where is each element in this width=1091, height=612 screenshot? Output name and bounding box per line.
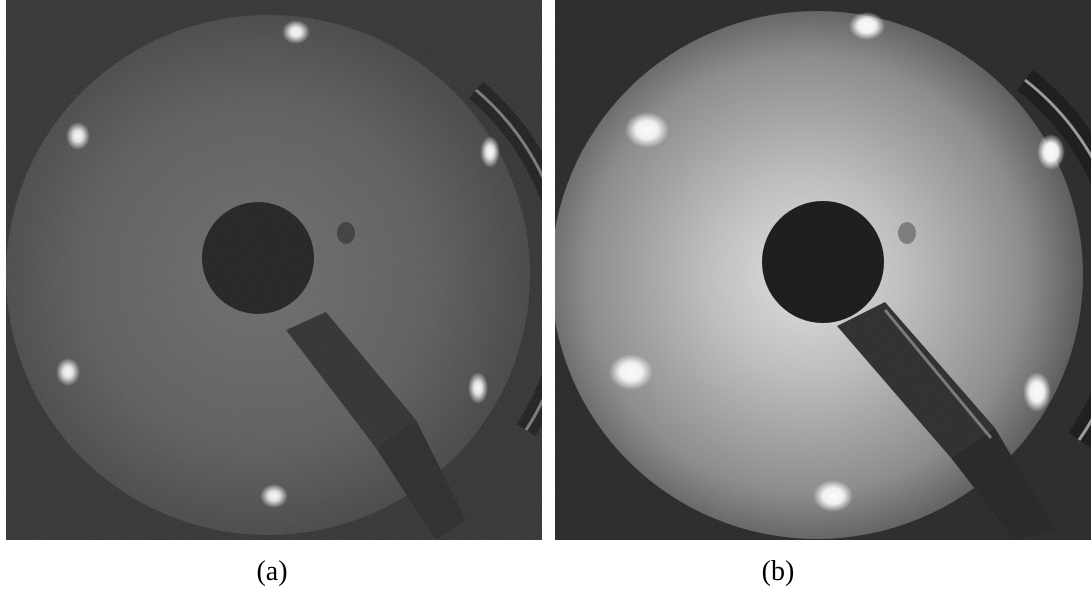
caption-a: (a) xyxy=(256,556,288,587)
diffraction-pattern-a xyxy=(6,0,542,540)
caption-b: (b) xyxy=(761,556,795,587)
leed-image-a xyxy=(6,0,542,540)
diffraction-pattern-b xyxy=(555,0,1091,540)
leed-image-b xyxy=(555,0,1091,540)
